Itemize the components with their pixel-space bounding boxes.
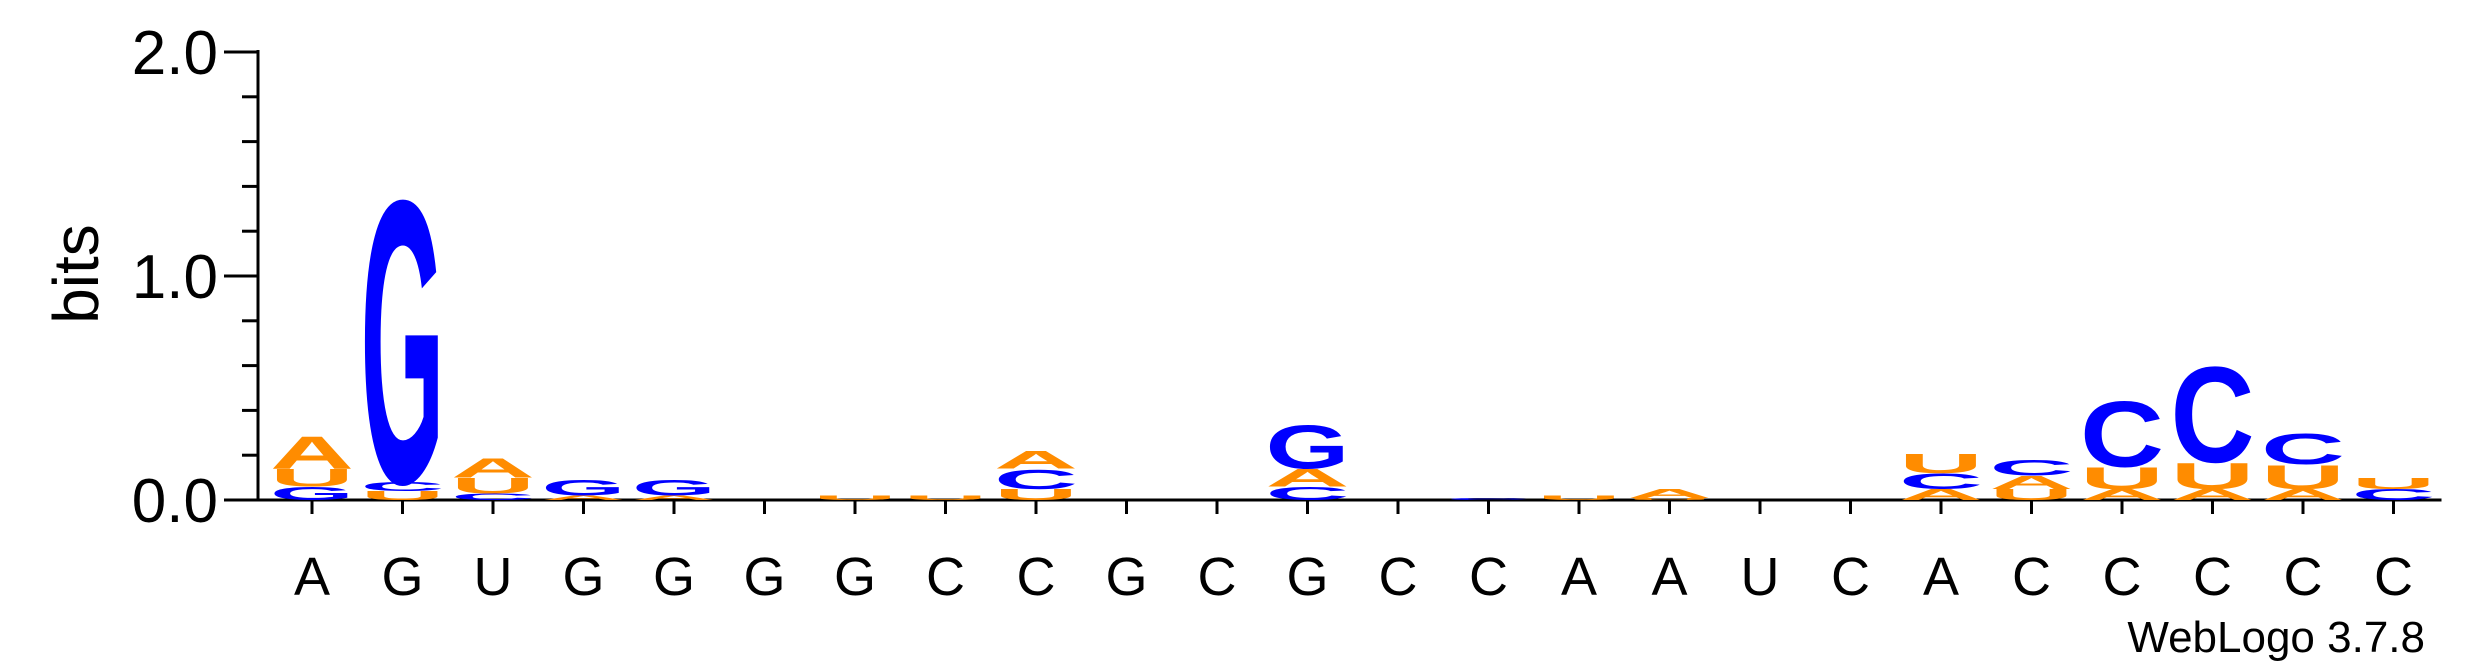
x-tick-label: G	[562, 547, 604, 607]
logo-glyph-C: C	[2261, 424, 2345, 473]
x-tick-label: C	[2103, 547, 2142, 607]
logo-glyph-U: U	[1537, 494, 1621, 501]
logo-glyph-G: G	[1266, 412, 1350, 482]
x-tick-label: C	[1017, 547, 1056, 607]
logo-glyph-U: U	[451, 473, 535, 497]
x-tick-label: G	[1105, 547, 1147, 607]
logo-glyph-U: U	[1990, 486, 2074, 503]
logo-glyph-C: C	[1899, 469, 1983, 493]
x-tick-label: A	[1923, 547, 1959, 607]
logo-glyph-A: A	[632, 494, 716, 501]
x-tick-label: G	[1286, 547, 1328, 607]
logo-glyph-A: A	[270, 427, 354, 479]
x-tick-label: C	[2374, 547, 2413, 607]
logo-glyph-U: U	[270, 464, 354, 492]
x-tick-label: C	[1469, 547, 1508, 607]
logo-glyph-G: G	[632, 476, 716, 501]
logo-glyph-U: U	[2171, 456, 2255, 497]
logo-glyph-U: U	[813, 494, 897, 501]
logo-glyph-A: A	[1266, 464, 1350, 492]
logo-glyph-A: A	[1899, 486, 1983, 503]
logo-glyph-U: U	[1628, 497, 1712, 500]
logo-glyph-A: A	[451, 452, 535, 483]
logo-glyph-U: U	[2080, 461, 2164, 496]
x-tick-label: C	[1379, 547, 1418, 607]
logo-glyph-A: A	[2171, 486, 2255, 503]
x-tick-label: G	[653, 547, 695, 607]
logo-glyph-C: C	[1447, 497, 1531, 500]
x-tick-label: C	[926, 547, 965, 607]
logo-glyph-G: G	[542, 476, 626, 501]
x-tick-label: U	[1741, 547, 1780, 607]
logo-glyph-C: C	[1266, 483, 1350, 504]
x-tick-label: C	[2193, 547, 2232, 607]
weblogo-credit: WebLogo 3.7.8	[2127, 613, 2425, 662]
logo-glyph-A: A	[1628, 486, 1712, 500]
logo-glyph-C: C	[451, 492, 535, 502]
x-tick-label: C	[1198, 547, 1237, 607]
axes: 0.0 1.0 2.0	[132, 19, 2442, 536]
x-tick-label: C	[1831, 547, 1870, 607]
x-tick-label: G	[381, 547, 423, 607]
logo-glyph-C: C	[361, 480, 445, 494]
x-tick-label: A	[1651, 547, 1687, 607]
x-tick-label: A	[1561, 547, 1597, 607]
logo-glyph-C: C	[994, 463, 1078, 494]
logo-glyph-U: U	[2352, 475, 2436, 492]
x-tick-label: G	[743, 547, 785, 607]
x-tick-label: G	[834, 547, 876, 607]
x-tick-label: A	[294, 547, 330, 607]
logo-glyph-A: A	[542, 494, 626, 501]
logo-glyph-G: G	[270, 483, 354, 504]
logo-glyph-A: A	[994, 446, 1078, 474]
logo-glyph-A: A	[2261, 486, 2345, 503]
logo-glyph-U: U	[904, 494, 988, 501]
logo-glyph-U: U	[994, 486, 1078, 503]
logo-glyph-C: C	[2080, 383, 2164, 487]
logo-glyph-A: A	[1990, 472, 2074, 493]
logo-glyph-U: U	[2261, 458, 2345, 496]
logo-glyph-U: U	[361, 489, 445, 503]
x-tick-label: C	[2012, 547, 2051, 607]
logo-glyph-C: C	[2352, 486, 2436, 503]
logo-glyph-C: C	[2171, 338, 2255, 491]
logo-glyph-C: C	[1990, 456, 2074, 480]
logo-glyph-G: G	[361, 116, 445, 568]
logo-glyph-U: U	[1899, 448, 1983, 479]
x-tick-label: C	[2284, 547, 2323, 607]
y-axis-label: bits	[40, 224, 112, 324]
x-tick-label: U	[474, 547, 513, 607]
y-tick-label: 1.0	[132, 243, 218, 312]
logo-glyph-A: A	[2080, 486, 2164, 503]
y-tick-label: 0.0	[132, 467, 218, 536]
y-tick-label: 2.0	[132, 19, 218, 88]
